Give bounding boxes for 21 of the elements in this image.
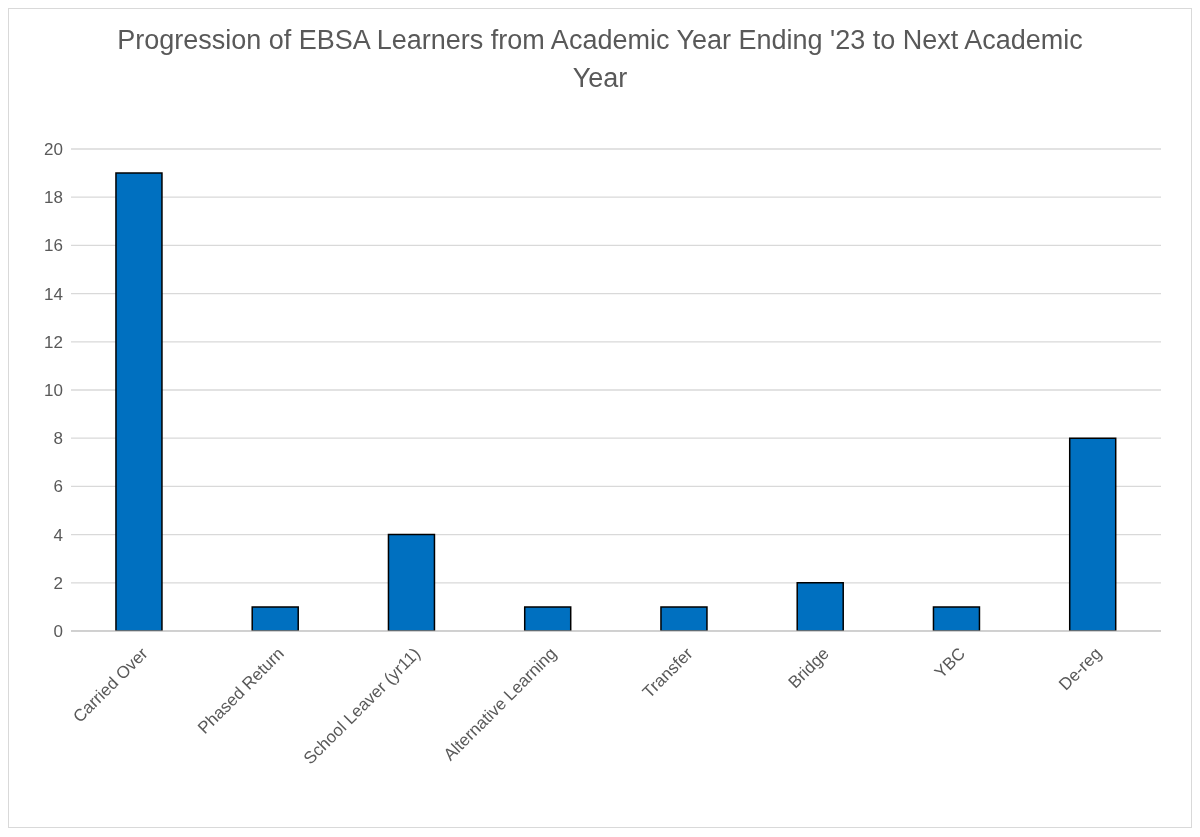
bar (523, 606, 572, 631)
y-tick-label: 16 (44, 236, 63, 256)
y-tick-label: 0 (53, 622, 63, 642)
y-tick-label: 10 (44, 381, 63, 401)
bar (796, 582, 844, 631)
y-tick-label: 8 (53, 429, 63, 449)
y-tick-label: 4 (53, 525, 63, 545)
chart-title: Progression of EBSA Learners from Academic Year Ending '23 to Next Academic Year (116, 24, 1084, 95)
bar (251, 606, 299, 631)
y-tick-label: 6 (53, 477, 63, 497)
x-tick-label: YBC (930, 644, 970, 683)
bar (387, 533, 436, 631)
bar (932, 606, 981, 631)
y-tick-label: 14 (44, 284, 63, 304)
y-tick-label: 2 (53, 573, 63, 593)
bar (660, 606, 708, 631)
bar (115, 172, 163, 631)
bar (1068, 437, 1117, 631)
y-tick-label: 12 (44, 332, 63, 352)
y-tick-label: 20 (44, 140, 63, 160)
y-tick-label: 18 (44, 188, 63, 208)
